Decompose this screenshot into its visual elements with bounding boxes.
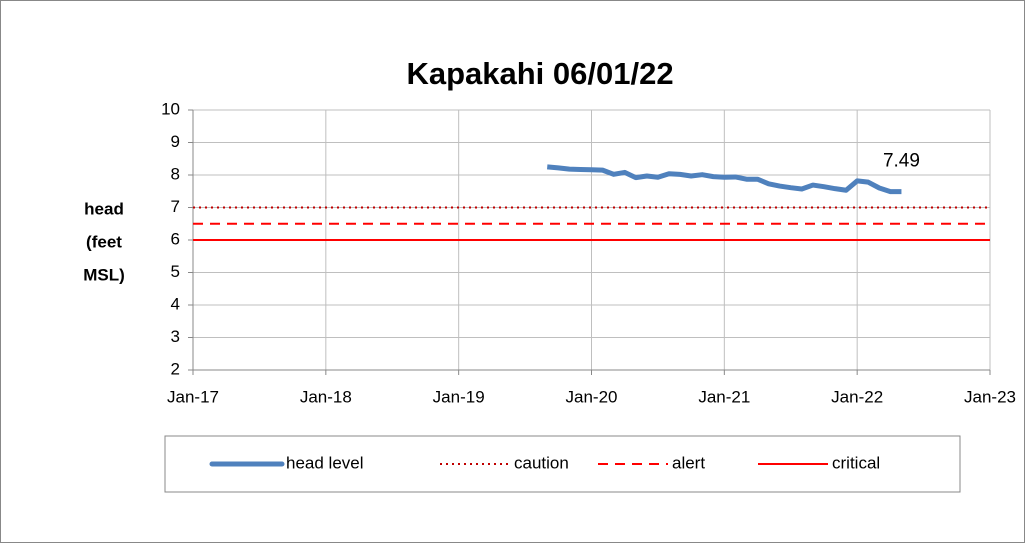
y-tick-label: 3 [171,327,180,346]
x-tick-label: Jan-18 [300,387,352,406]
x-tick-label: Jan-19 [433,387,485,406]
chart-title: Kapakahi 06/01/22 [406,56,673,91]
legend-label: alert [672,453,705,472]
y-tick-label: 8 [171,164,180,183]
y-axis-label: (feet [86,232,122,251]
y-tick-label: 2 [171,359,180,378]
x-tick-label: Jan-20 [566,387,618,406]
y-axis-label: head [84,199,124,218]
legend-label: head level [286,453,364,472]
y-tick-label: 7 [171,197,180,216]
x-tick-label: Jan-21 [698,387,750,406]
x-tick-label: Jan-17 [167,387,219,406]
x-tick-label: Jan-23 [964,387,1016,406]
y-tick-label: 6 [171,229,180,248]
x-tick-label: Jan-22 [831,387,883,406]
y-axis-label: MSL) [83,265,125,284]
y-tick-label: 4 [171,294,180,313]
data-line [547,164,902,195]
y-tick-label: 5 [171,262,180,281]
data-label: 7.49 [883,151,920,172]
y-tick-label: 9 [171,132,180,151]
y-tick-label: 10 [161,99,180,118]
legend-label: caution [514,453,569,472]
legend-label: critical [832,453,880,472]
